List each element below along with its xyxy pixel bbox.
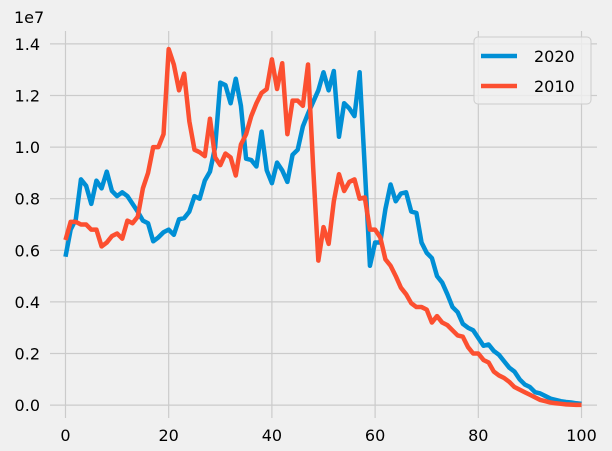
y-tick-label: 0.6 <box>15 241 40 260</box>
y-tick-label: 0.2 <box>15 345 40 364</box>
series-layer <box>63 46 582 408</box>
y-tick-label: 1.4 <box>15 35 40 54</box>
y-tick-label: 1.2 <box>15 87 40 106</box>
x-tick-label: 60 <box>365 426 385 445</box>
series-line-2020 <box>63 68 582 407</box>
x-axis-ticks: 0 20 40 60 80 100 <box>60 426 596 445</box>
x-tick-label: 20 <box>159 426 179 445</box>
series-line-2010 <box>63 46 582 408</box>
x-tick-label: 0 <box>60 426 70 445</box>
x-tick-label: 80 <box>468 426 488 445</box>
y-offset-label: 1e7 <box>14 8 44 27</box>
legend-label-2020: 2020 <box>534 47 575 66</box>
y-axis-ticks: 0.0 0.2 0.4 0.6 0.8 1.0 1.2 1.4 <box>15 35 40 415</box>
y-tick-label: 0.4 <box>15 293 40 312</box>
x-tick-label: 100 <box>566 426 597 445</box>
legend-label-2010: 2010 <box>534 77 575 96</box>
grid <box>50 31 597 418</box>
y-tick-label: 0.0 <box>15 396 40 415</box>
x-tick-label: 40 <box>262 426 282 445</box>
y-tick-label: 0.8 <box>15 190 40 209</box>
y-tick-label: 1.0 <box>15 138 40 157</box>
legend: 2020 2010 <box>473 36 592 105</box>
